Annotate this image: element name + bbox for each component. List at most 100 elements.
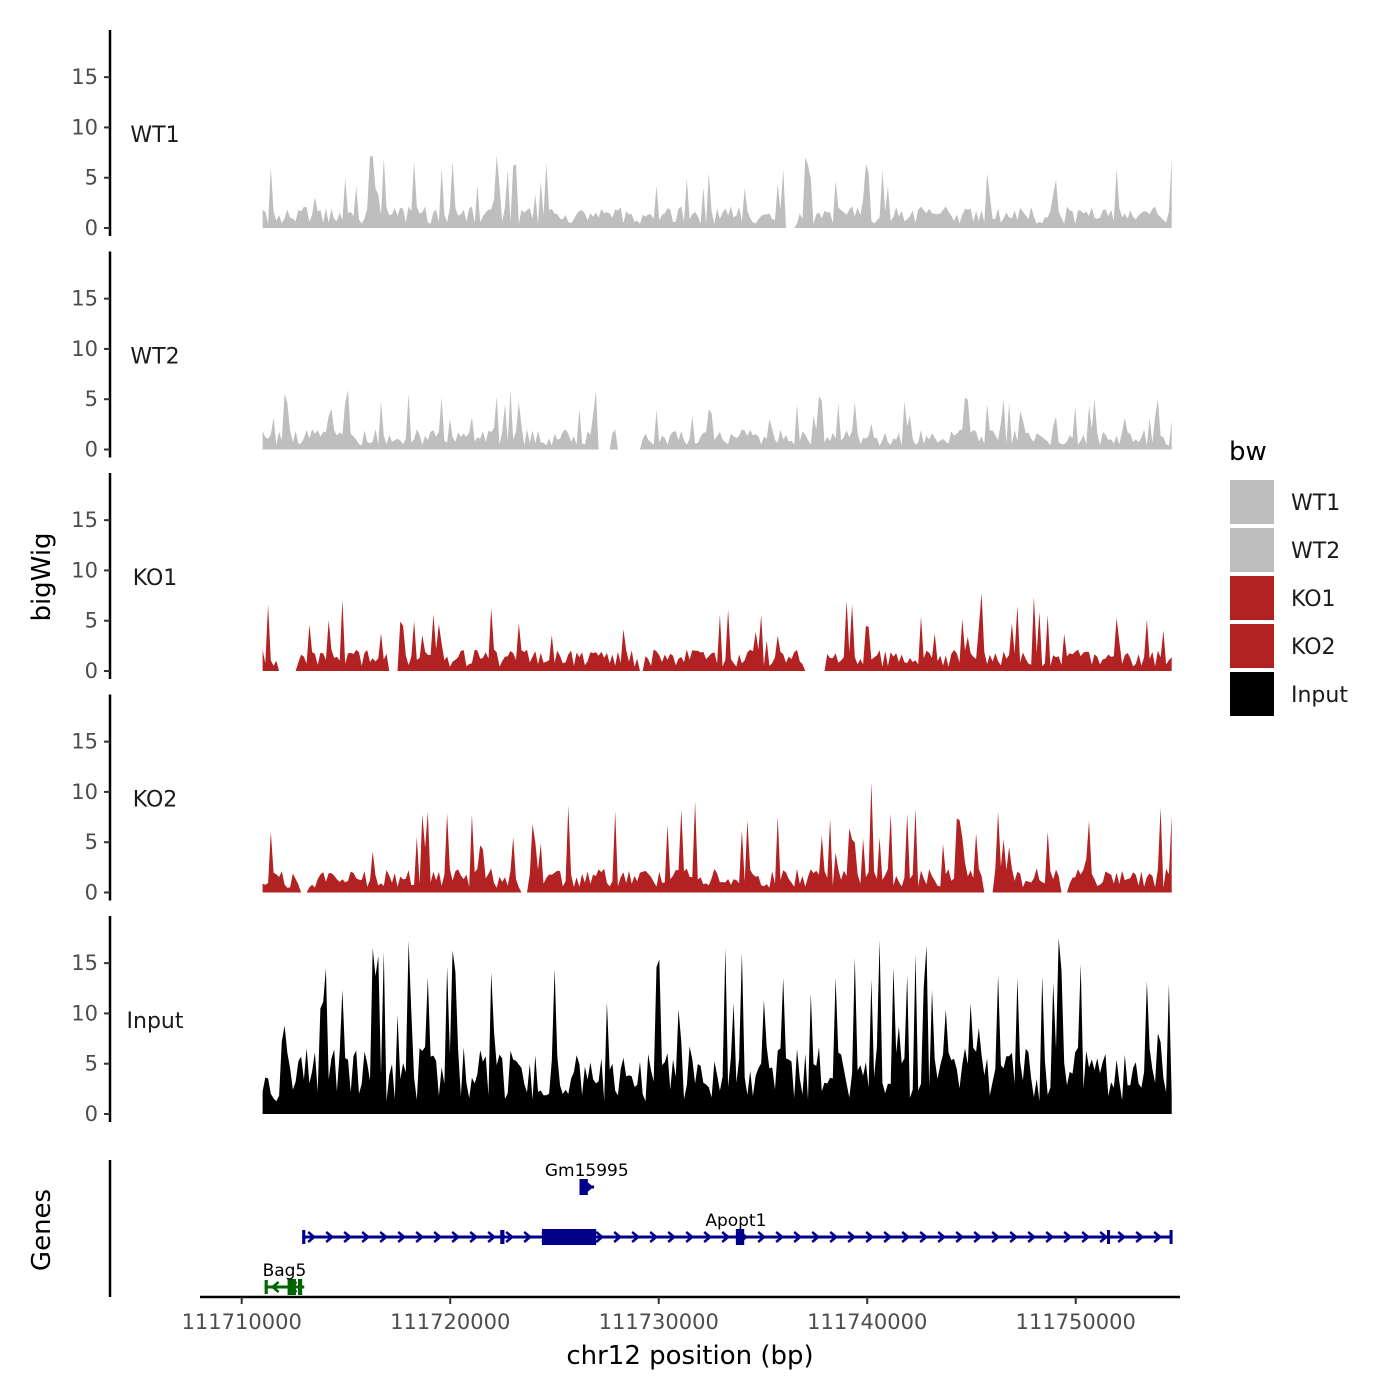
gene-apopt1: Apopt1 [302, 1211, 1173, 1245]
y-tick-label: 0 [85, 216, 98, 240]
strand-chevron [847, 1231, 857, 1243]
y-tick-label: 0 [85, 659, 98, 683]
x-axis-title: chr12 position (bp) [566, 1341, 813, 1371]
y-tick-label: 15 [71, 508, 98, 532]
y-tick-label: 0 [85, 438, 98, 462]
y-tick-label: 10 [71, 558, 98, 582]
signal-area-input [262, 938, 1172, 1114]
y-tick-label: 10 [71, 115, 98, 139]
exon-block [1169, 1230, 1173, 1244]
gene-bag5: Bag5 [263, 1261, 307, 1295]
y-tick-label: 0 [85, 1102, 98, 1126]
legend-label-input: Input [1291, 683, 1348, 708]
legend-key-ko2 [1230, 624, 1274, 668]
signal-area-wt1 [262, 155, 1172, 228]
gene-label: Bag5 [263, 1261, 307, 1281]
exon-block [735, 1229, 745, 1245]
track-label: Input [127, 1009, 184, 1034]
strand-chevron [937, 1231, 947, 1243]
strand-chevron [667, 1231, 677, 1243]
x-tick-label: 111710000 [182, 1310, 302, 1334]
legend-key-input [1230, 672, 1274, 716]
signal-area-ko2 [262, 782, 1172, 893]
exon-block [298, 1279, 303, 1295]
y-tick-label: 10 [71, 780, 98, 804]
genes-axis-title: Genes [27, 1189, 57, 1271]
strand-chevron [811, 1231, 821, 1243]
y-tick-label: 15 [71, 65, 98, 89]
strand-chevron [991, 1231, 1001, 1243]
strand-chevron [415, 1231, 425, 1243]
signal-tracks: 0 5 10 15 WT1 0 5 10 15 WT2 0 5 10 15 KO1 0 5 10 15 KO2 0 5 10… [71, 30, 1172, 1126]
strand-chevron [919, 1231, 929, 1243]
strand-chevron [793, 1231, 803, 1243]
strand-chevron [469, 1231, 479, 1243]
legend-label-wt2: WT2 [1291, 539, 1340, 564]
x-tick-label: 111740000 [807, 1310, 927, 1334]
strand-chevron [829, 1231, 839, 1243]
signal-area-ko1 [262, 593, 1172, 671]
strand-chevron [721, 1231, 731, 1243]
gene-gm15995: Gm15995 [545, 1161, 629, 1195]
legend-key-wt1 [1230, 480, 1274, 524]
legend-label-wt1: WT1 [1291, 491, 1340, 516]
track-label: WT1 [130, 123, 179, 148]
y-tick-label: 10 [71, 1001, 98, 1025]
x-axis: 111710000 111720000 111730000 111740000 1117… [182, 1295, 1180, 1334]
strand-chevron [883, 1231, 893, 1243]
y-tick-label: 5 [85, 609, 98, 633]
x-tick-label: 111730000 [599, 1310, 719, 1334]
y-tick-label: 15 [71, 287, 98, 311]
exon-block [302, 1230, 306, 1244]
y-tick-label: 5 [85, 166, 98, 190]
legend-key-ko1 [1230, 576, 1274, 620]
strand-chevron [325, 1231, 335, 1243]
strand-chevron [343, 1231, 353, 1243]
exon-block [1107, 1230, 1111, 1244]
legend-key-wt2 [1230, 528, 1274, 572]
legend-label-ko1: KO1 [1291, 587, 1336, 612]
strand-chevron [613, 1231, 623, 1243]
strand-chevron [1045, 1231, 1055, 1243]
strand-chevron [270, 1281, 280, 1293]
y-tick-label: 10 [71, 337, 98, 361]
legend: bw WT1 WT2 KO1 KO2 Input [1229, 437, 1348, 716]
strand-chevron [1117, 1231, 1127, 1243]
x-tick-label: 111720000 [390, 1310, 510, 1334]
strand-chevron [1081, 1231, 1091, 1243]
strand-chevron [451, 1231, 461, 1243]
exon-block [541, 1229, 597, 1245]
strand-chevron [775, 1231, 785, 1243]
signal-area-wt2 [262, 390, 1172, 450]
y-tick-label: 5 [85, 387, 98, 411]
strand-chevron [865, 1231, 875, 1243]
strand-chevron [487, 1231, 497, 1243]
track-label: KO2 [133, 788, 178, 813]
strand-chevron [433, 1231, 443, 1243]
strand-chevron [1153, 1231, 1163, 1243]
strand-chevron [595, 1231, 605, 1243]
strand-chevron [1027, 1231, 1037, 1243]
genes-panel: Gm15995 Apopt1 Bag5 [108, 1160, 1173, 1297]
exon-block [500, 1230, 505, 1244]
strand-chevron [973, 1231, 983, 1243]
strand-chevron [1063, 1231, 1073, 1243]
strand-chevron [1135, 1231, 1145, 1243]
track-input: 0 5 10 15 Input [71, 916, 1172, 1126]
gene-label: Gm15995 [545, 1161, 629, 1181]
y-tick-label: 5 [85, 830, 98, 854]
strand-chevron [685, 1231, 695, 1243]
strand-chevron [361, 1231, 371, 1243]
exon-block [287, 1279, 296, 1295]
y-tick-label: 5 [85, 1052, 98, 1076]
strand-chevron [631, 1231, 641, 1243]
y-tick-label: 15 [71, 730, 98, 754]
y-tick-label: 15 [71, 951, 98, 975]
strand-chevron [397, 1231, 407, 1243]
legend-title: bw [1229, 437, 1267, 467]
strand-chevron [505, 1231, 515, 1243]
strand-chevron [757, 1231, 767, 1243]
track-ko2: 0 5 10 15 KO2 [71, 694, 1172, 905]
legend-label-ko2: KO2 [1291, 635, 1336, 660]
y-tick-label: 0 [85, 881, 98, 905]
